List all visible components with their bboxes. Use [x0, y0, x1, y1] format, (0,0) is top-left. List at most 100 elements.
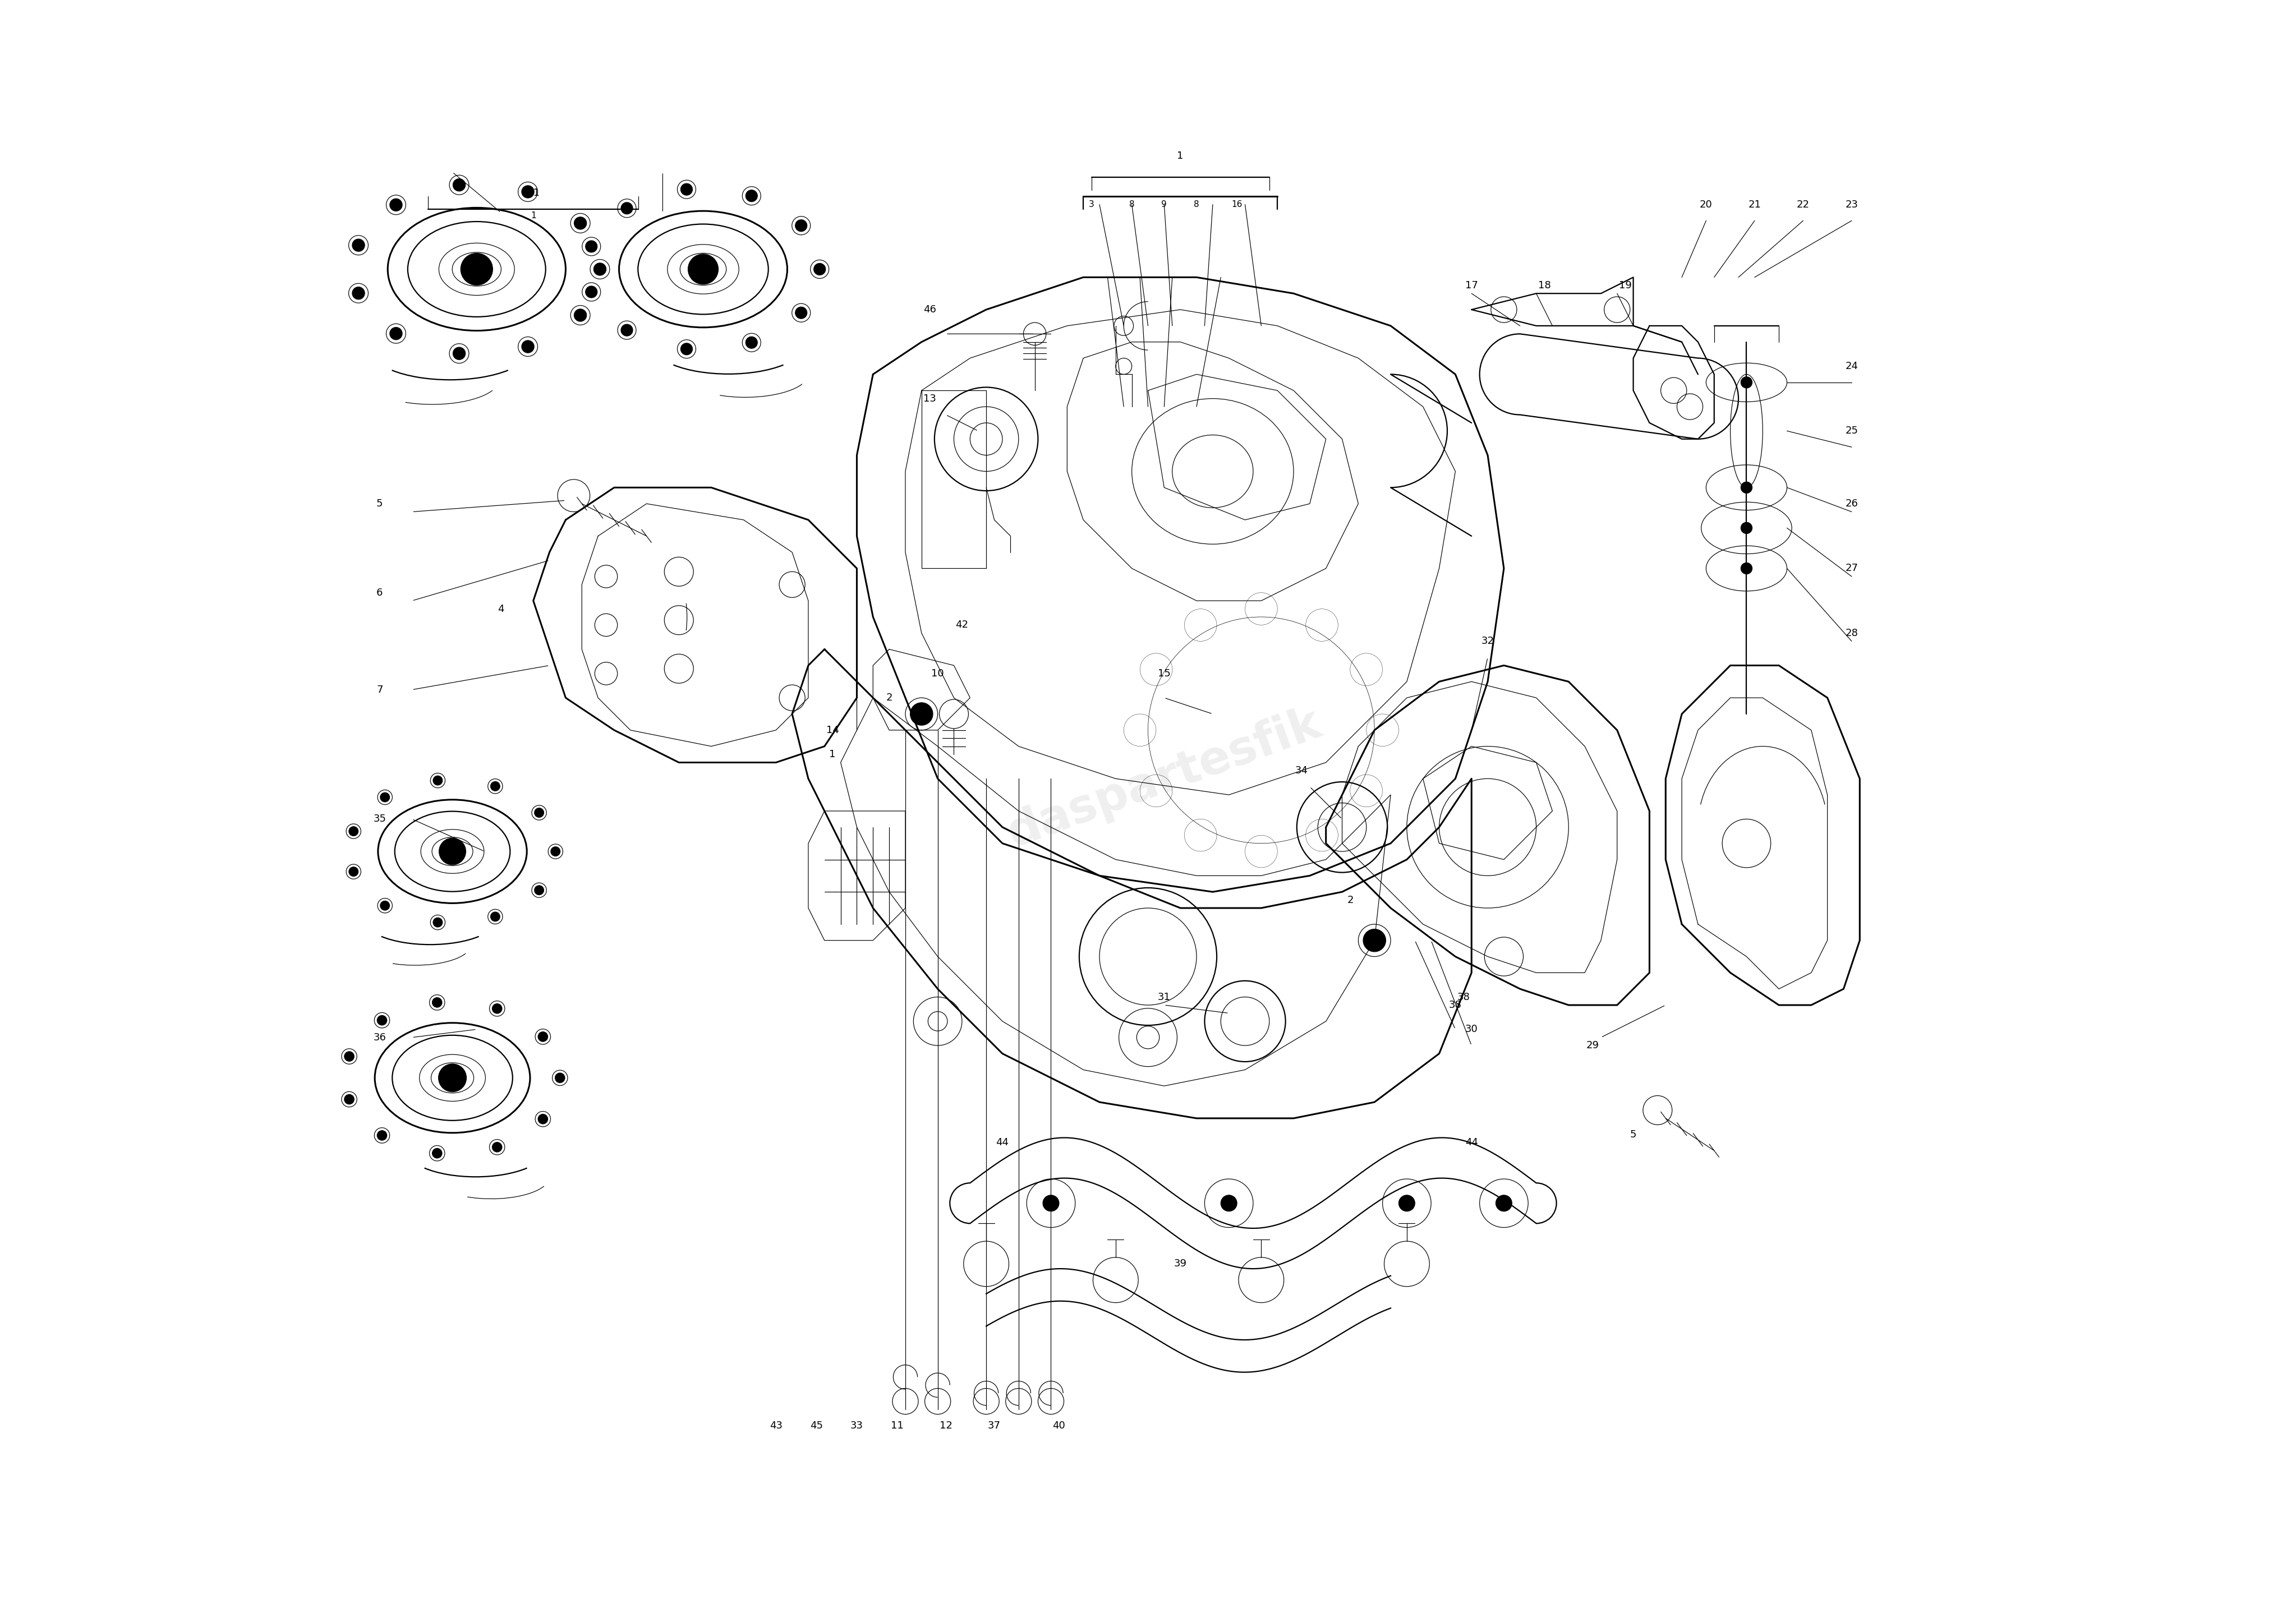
Circle shape	[1740, 376, 1752, 388]
Circle shape	[452, 178, 466, 191]
Text: 19: 19	[1619, 281, 1632, 290]
Text: 3: 3	[1088, 200, 1095, 209]
Text: 34: 34	[1295, 766, 1309, 775]
Text: 12: 12	[939, 1421, 953, 1431]
Circle shape	[1495, 1195, 1513, 1212]
Text: 41: 41	[526, 188, 540, 198]
Text: 18: 18	[1538, 281, 1550, 290]
Circle shape	[680, 183, 693, 195]
Text: 2: 2	[886, 693, 893, 702]
Circle shape	[794, 307, 808, 318]
Circle shape	[909, 702, 932, 725]
Text: 22: 22	[1798, 200, 1809, 209]
Text: 5: 5	[377, 498, 383, 509]
Text: 25: 25	[1846, 427, 1857, 436]
Text: 13: 13	[923, 394, 937, 404]
Text: 1: 1	[1178, 151, 1182, 161]
Text: 31: 31	[1157, 993, 1171, 1002]
Text: 10: 10	[932, 668, 944, 678]
Circle shape	[491, 782, 501, 792]
Text: 35: 35	[374, 814, 386, 824]
Circle shape	[521, 341, 535, 354]
Circle shape	[537, 1114, 549, 1124]
Circle shape	[1221, 1195, 1238, 1212]
Circle shape	[595, 263, 606, 276]
Text: 39: 39	[1173, 1259, 1187, 1268]
Text: 15: 15	[1157, 668, 1171, 678]
Circle shape	[491, 1004, 503, 1014]
Circle shape	[680, 344, 693, 355]
Circle shape	[689, 255, 719, 284]
Circle shape	[1398, 1195, 1414, 1212]
Circle shape	[585, 240, 597, 253]
Circle shape	[1364, 929, 1387, 952]
Text: 26: 26	[1846, 498, 1857, 509]
Text: 16: 16	[1231, 200, 1242, 209]
Text: 38: 38	[1458, 993, 1469, 1002]
Circle shape	[537, 1032, 549, 1041]
Circle shape	[491, 1142, 503, 1152]
Text: 23: 23	[1846, 200, 1857, 209]
Circle shape	[452, 347, 466, 360]
Text: 28: 28	[1846, 628, 1857, 637]
Text: 24: 24	[1846, 362, 1857, 371]
Circle shape	[432, 1148, 443, 1158]
Circle shape	[344, 1095, 354, 1105]
Circle shape	[390, 198, 402, 211]
Circle shape	[794, 219, 808, 232]
Text: 42: 42	[955, 620, 969, 629]
Circle shape	[439, 839, 466, 865]
Text: 46: 46	[923, 305, 937, 315]
Circle shape	[620, 324, 634, 336]
Text: 9: 9	[1162, 200, 1166, 209]
Circle shape	[432, 998, 443, 1007]
Circle shape	[1740, 563, 1752, 574]
Circle shape	[535, 886, 544, 895]
Circle shape	[381, 793, 390, 801]
Circle shape	[551, 847, 560, 856]
Circle shape	[620, 203, 634, 214]
Text: 8: 8	[1194, 200, 1199, 209]
Text: 2: 2	[1348, 895, 1352, 905]
Circle shape	[434, 775, 443, 785]
Text: 6: 6	[377, 587, 383, 599]
Circle shape	[1740, 482, 1752, 493]
Circle shape	[585, 285, 597, 298]
Circle shape	[349, 866, 358, 876]
Circle shape	[1042, 1195, 1058, 1212]
Text: 1: 1	[829, 749, 836, 759]
Text: 8: 8	[1130, 200, 1134, 209]
Text: daspartesfik: daspartesfik	[1001, 701, 1327, 856]
Text: 32: 32	[1481, 636, 1495, 646]
Text: 11: 11	[891, 1421, 905, 1431]
Circle shape	[381, 900, 390, 910]
Text: 5: 5	[1630, 1129, 1637, 1140]
Text: 30: 30	[1465, 1023, 1479, 1035]
Circle shape	[351, 287, 365, 300]
Circle shape	[535, 808, 544, 817]
Text: 7: 7	[377, 684, 383, 694]
Circle shape	[558, 480, 590, 513]
Text: 21: 21	[1747, 200, 1761, 209]
Text: 20: 20	[1699, 200, 1713, 209]
Circle shape	[390, 328, 402, 339]
Circle shape	[377, 1131, 388, 1140]
Text: 45: 45	[810, 1421, 822, 1431]
Circle shape	[574, 217, 585, 229]
Circle shape	[746, 337, 758, 349]
Text: 29: 29	[1587, 1040, 1600, 1051]
Circle shape	[491, 912, 501, 921]
Text: 43: 43	[769, 1421, 783, 1431]
Circle shape	[377, 1015, 388, 1025]
Text: 44: 44	[996, 1137, 1008, 1148]
Text: 37: 37	[987, 1421, 1001, 1431]
Text: 44: 44	[1465, 1137, 1479, 1148]
Text: 36: 36	[374, 1032, 386, 1043]
Text: 14: 14	[827, 725, 838, 735]
Text: 40: 40	[1052, 1421, 1065, 1431]
Text: 4: 4	[498, 603, 505, 613]
Text: 33: 33	[850, 1421, 863, 1431]
Text: 27: 27	[1846, 563, 1857, 574]
Circle shape	[349, 827, 358, 835]
Circle shape	[556, 1074, 565, 1083]
